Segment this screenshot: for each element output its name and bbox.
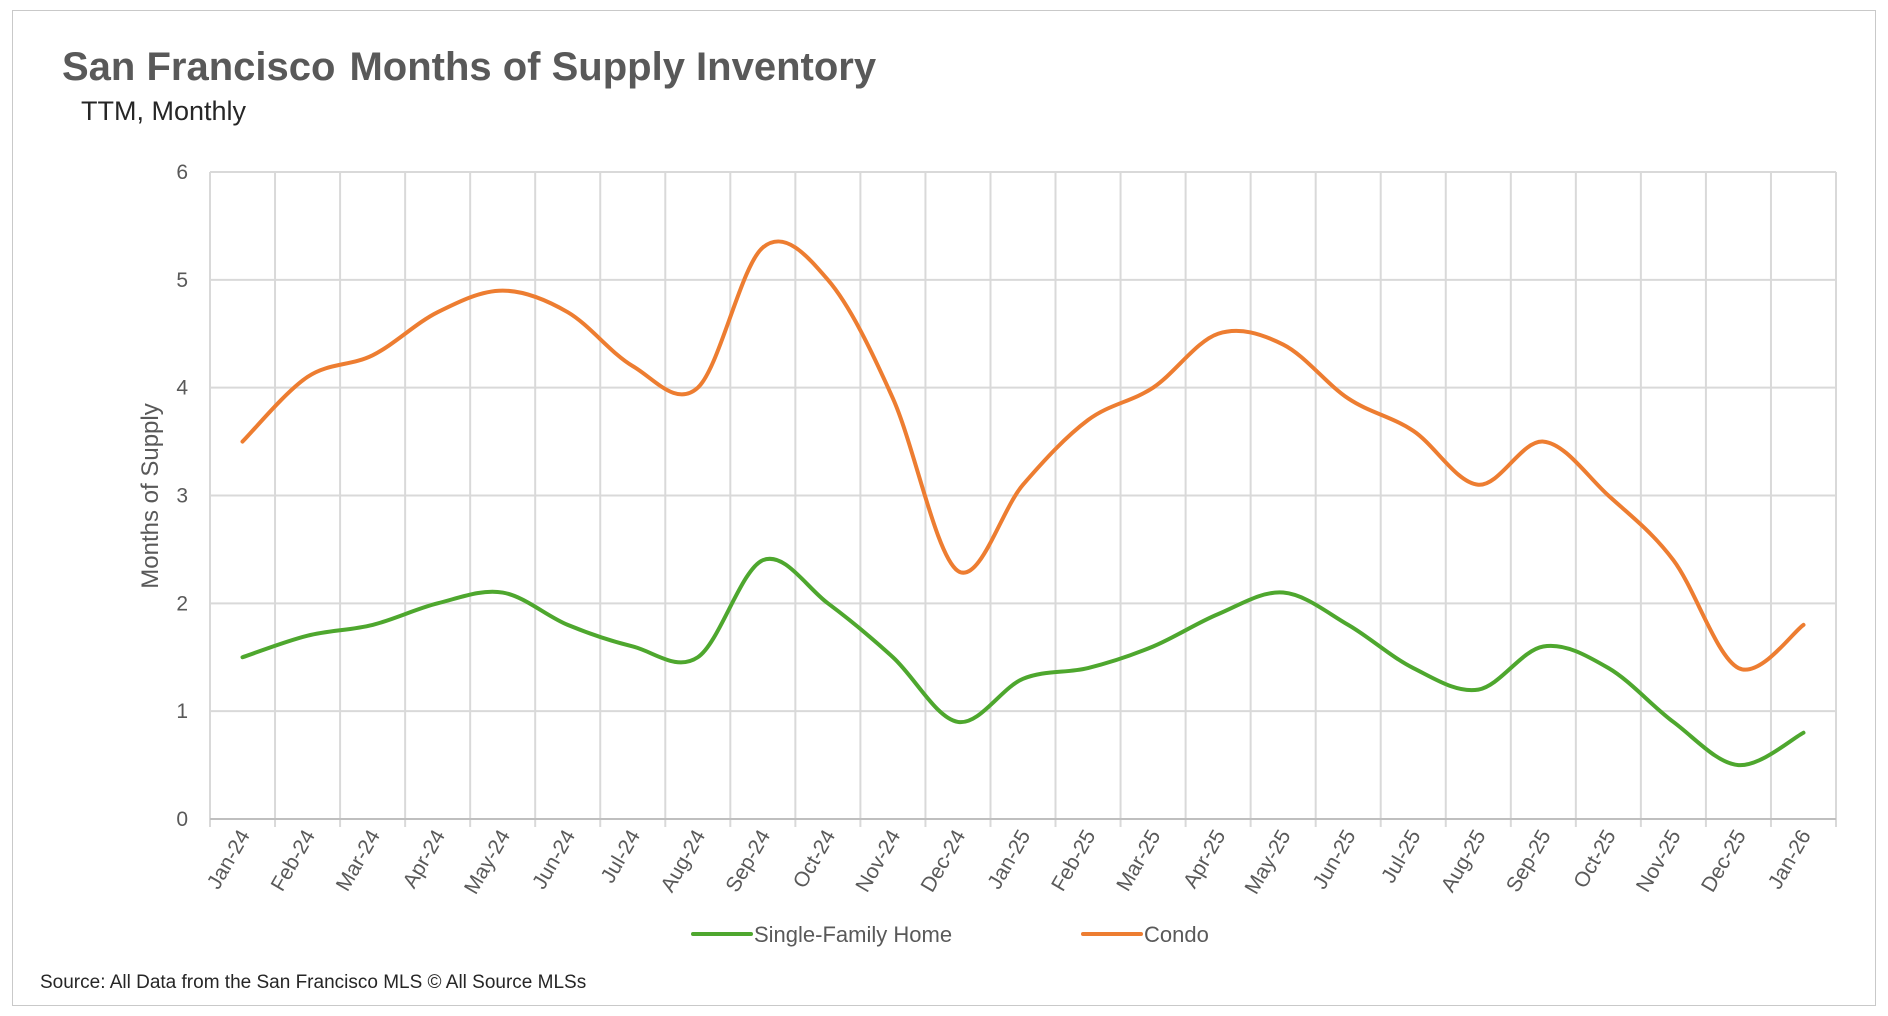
- x-tick-label: May-25: [1241, 826, 1296, 898]
- x-tick-label: Jul-25: [1377, 826, 1426, 887]
- x-tick-label: Oct-24: [789, 826, 841, 892]
- x-axis-ticks: Jan-24 Feb-24 Mar-24 Apr-24 May-24 Jun-24 Jul-…: [203, 826, 1816, 898]
- x-tick-label: Jun-24: [528, 826, 580, 893]
- y-tick-label: 6: [176, 161, 188, 184]
- x-tick-label: Aug-25: [1437, 826, 1491, 896]
- y-tick-label: 2: [176, 592, 188, 615]
- chart-frame: [12, 10, 1876, 1006]
- x-tick-label: Feb-24: [267, 826, 320, 895]
- x-tick-label: Oct-25: [1569, 826, 1620, 892]
- y-tick-label: 1: [176, 700, 188, 723]
- y-tick-label: 0: [176, 808, 188, 831]
- x-tick-label: Jul-24: [597, 826, 646, 887]
- x-tick-label: Apr-25: [1179, 826, 1230, 892]
- x-tick-label: Jun-25: [1309, 826, 1361, 893]
- x-tick-label: Nov-24: [851, 826, 905, 896]
- series-line-single-family-home: [240, 556, 1806, 768]
- y-tick-label: 5: [176, 269, 188, 292]
- x-tick-label: Jan-25: [983, 826, 1035, 893]
- chart-title-part1: San Francisco: [62, 45, 335, 89]
- legend: Single-Family Home Condo: [691, 922, 1209, 947]
- x-tick-label: Dec-24: [917, 826, 971, 896]
- x-tick-label: Aug-24: [656, 826, 710, 896]
- x-tick-label: May-24: [460, 826, 515, 898]
- y-tick-label: 4: [176, 377, 188, 400]
- x-tick-label: Apr-24: [399, 826, 451, 892]
- y-axis-ticks: 0 1 2 3 4 5 6: [176, 161, 188, 831]
- source-note: Source: All Data from the San Francisco …: [40, 972, 586, 993]
- legend-label-condo: Condo: [1144, 922, 1209, 947]
- x-tick-label: Sep-25: [1502, 826, 1556, 896]
- grid-lines: [209, 171, 1837, 827]
- chart-title: San Francisco Months of Supply Inventory: [62, 45, 877, 89]
- legend-label-single-family-home: Single-Family Home: [754, 922, 952, 947]
- x-tick-label: Dec-25: [1697, 826, 1751, 896]
- x-tick-label: Feb-25: [1047, 826, 1100, 895]
- x-tick-label: Mar-25: [1112, 826, 1165, 895]
- x-tick-label: Sep-24: [721, 826, 775, 896]
- x-tick-label: Nov-25: [1632, 826, 1686, 896]
- y-tick-label: 3: [176, 485, 188, 508]
- series-lines: [240, 239, 1806, 768]
- series-line-condo: [240, 239, 1806, 672]
- x-tick-label: Jan-26: [1764, 826, 1816, 893]
- chart-subtitle: TTM, Monthly: [81, 96, 247, 126]
- x-tick-label: Jan-24: [203, 826, 255, 893]
- x-tick-label: Mar-24: [332, 826, 385, 895]
- chart-title-part2: Months of Supply Inventory: [349, 45, 876, 89]
- y-axis-label: Months of Supply: [137, 403, 164, 588]
